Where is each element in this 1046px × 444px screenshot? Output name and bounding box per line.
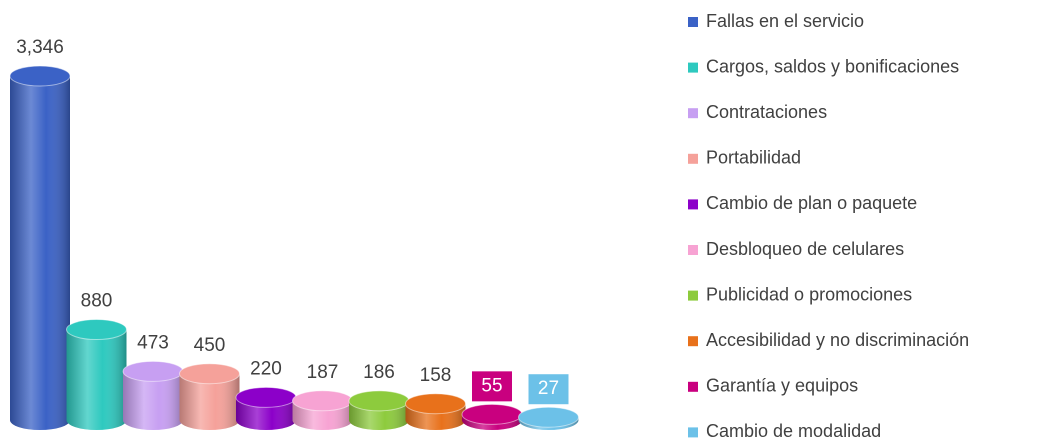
legend-label: Cambio de plan o paquete (706, 193, 917, 213)
legend-swatch (688, 336, 698, 347)
bar-shade (10, 76, 70, 430)
legend-swatch (688, 62, 698, 73)
value-label: 220 (250, 358, 282, 379)
value-label: 186 (363, 362, 395, 383)
legend-swatch (688, 199, 698, 210)
bar-top (9, 65, 71, 87)
legend-label: Portabilidad (706, 148, 801, 168)
value-label: 880 (81, 291, 113, 312)
bar-top (179, 363, 240, 385)
legend-swatch (688, 290, 698, 301)
value-label: 450 (194, 335, 226, 356)
legend-label: Cambio de modalidad (706, 421, 881, 441)
legend-label: Contrataciones (706, 102, 827, 122)
legend-label: Publicidad o promociones (706, 284, 912, 304)
bar-top (405, 393, 466, 415)
legend-label: Accesibilidad y no discriminación (706, 330, 969, 350)
legend-label: Cargos, saldos y bonificaciones (706, 56, 959, 76)
bar-top (348, 390, 410, 412)
bar-top (292, 390, 353, 412)
bar-top (66, 319, 127, 341)
legend-swatch (688, 153, 698, 164)
value-label: 158 (420, 365, 452, 386)
bar-top (122, 360, 184, 382)
legend-swatch (688, 245, 698, 255)
value-label: 3,346 (16, 37, 64, 58)
legend-label: Garantía y equipos (706, 376, 858, 396)
bar-top (235, 386, 297, 408)
value-label: 55 (481, 375, 502, 396)
bar-top (461, 403, 523, 425)
value-label-box (528, 374, 569, 405)
legend-swatch (688, 17, 698, 27)
bar-shade (66, 329, 127, 430)
bar-top (518, 406, 579, 428)
value-label-box (472, 371, 512, 402)
value-label: 473 (137, 332, 169, 353)
legend-label: Desbloqueo de celulares (706, 239, 904, 259)
legend-swatch (688, 381, 698, 392)
legend-swatch (688, 427, 698, 438)
value-label: 187 (307, 362, 339, 383)
legend-label: Fallas en el servicio (706, 11, 864, 31)
value-label: 27 (538, 378, 559, 399)
bar-shade (179, 373, 240, 430)
bar-shade (123, 371, 183, 430)
legend-swatch (688, 108, 698, 119)
